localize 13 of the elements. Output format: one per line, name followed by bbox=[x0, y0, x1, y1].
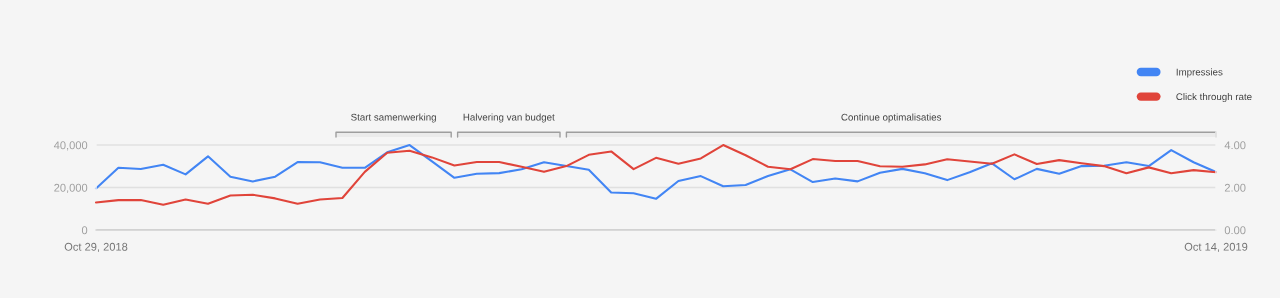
y2-tick-label: 2.00 bbox=[1224, 183, 1246, 192]
y2-tick-label: 0.00 bbox=[1224, 226, 1246, 235]
x-tick-label: Oct 14, 2019 bbox=[1184, 242, 1248, 253]
band-label: Continue optimalisaties bbox=[841, 113, 942, 123]
y2-tick-label: 4.00 bbox=[1224, 141, 1246, 150]
y-tick-label: 20,000 bbox=[54, 183, 88, 194]
band-label: Halvering van budget bbox=[463, 113, 555, 123]
band-label: Start samenwerking bbox=[351, 113, 436, 123]
x-tick-label: Oct 29, 2018 bbox=[64, 242, 128, 253]
legend-label: Impressies bbox=[1176, 68, 1223, 78]
y-tick-label: 40,000 bbox=[53, 141, 88, 151]
legend-label: Click through rate bbox=[1176, 92, 1252, 103]
y-tick-label: 0 bbox=[81, 226, 88, 235]
